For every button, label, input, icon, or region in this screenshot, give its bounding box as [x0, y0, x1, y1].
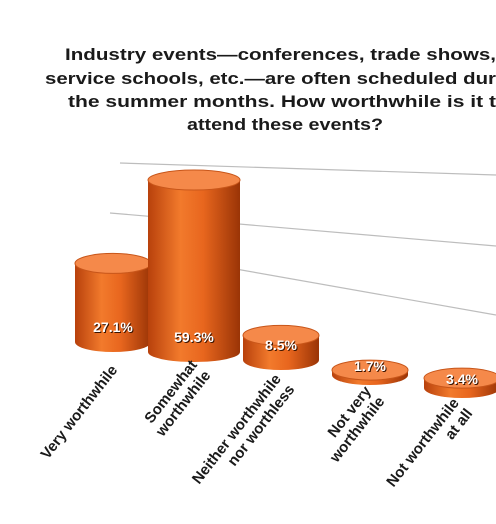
cylinder: 8.5%8.5%	[242, 324, 320, 370]
cylinder: 27.1%27.1%	[74, 252, 152, 352]
value-label-shadow: 27.1%	[94, 320, 134, 336]
value-label: 1.7%	[354, 358, 386, 374]
bar-top	[147, 169, 241, 191]
title-line: service schools, etc.—are often schedule…	[45, 69, 496, 88]
category-label: Neither worthwhilenor worthless	[189, 371, 298, 498]
value-label: 8.5%	[265, 337, 297, 353]
category-line: Not worthwhile	[383, 395, 463, 490]
value-label-shadow: 8.5%	[266, 338, 298, 354]
cylinder: 59.3%59.3%	[147, 169, 241, 362]
bar	[75, 263, 151, 352]
category-label: Not veryworthwhile	[313, 383, 389, 467]
bar-top	[242, 324, 320, 346]
bar-top	[74, 252, 152, 274]
title-line: Industry events—conferences, trade shows…	[65, 45, 496, 64]
value-label-shadow: 59.3%	[175, 330, 215, 346]
value-label: 27.1%	[93, 319, 133, 335]
category-line: Very worthwhile	[37, 362, 121, 462]
bar-top	[423, 367, 496, 389]
value-label: 3.4%	[446, 371, 478, 387]
bar	[148, 180, 240, 362]
value-label-shadow: 3.4%	[447, 372, 479, 388]
bar-top	[331, 359, 409, 381]
value-label: 59.3%	[174, 329, 214, 345]
title: Industry events—conferences, trade shows…	[45, 45, 496, 134]
value-label-shadow: 1.7%	[355, 359, 387, 375]
cylinder: 1.7%1.7%	[331, 358, 409, 385]
cylinder: 3.4%3.4%	[423, 367, 496, 398]
category-label: Very worthwhile	[37, 362, 121, 462]
category-label: Somewhatworthwhile	[139, 357, 215, 440]
bars: 27.1%27.1%59.3%59.3%8.5%8.5% 1.7%1.7% 3.4%…	[74, 169, 496, 398]
category-labels: Very worthwhile SomewhatworthwhileNeither…	[37, 357, 476, 501]
title-line: attend these events?	[187, 115, 383, 134]
category-label: Not worthwhileat all	[383, 395, 476, 501]
title-line: the summer months. How worthwhile is it …	[68, 92, 496, 111]
